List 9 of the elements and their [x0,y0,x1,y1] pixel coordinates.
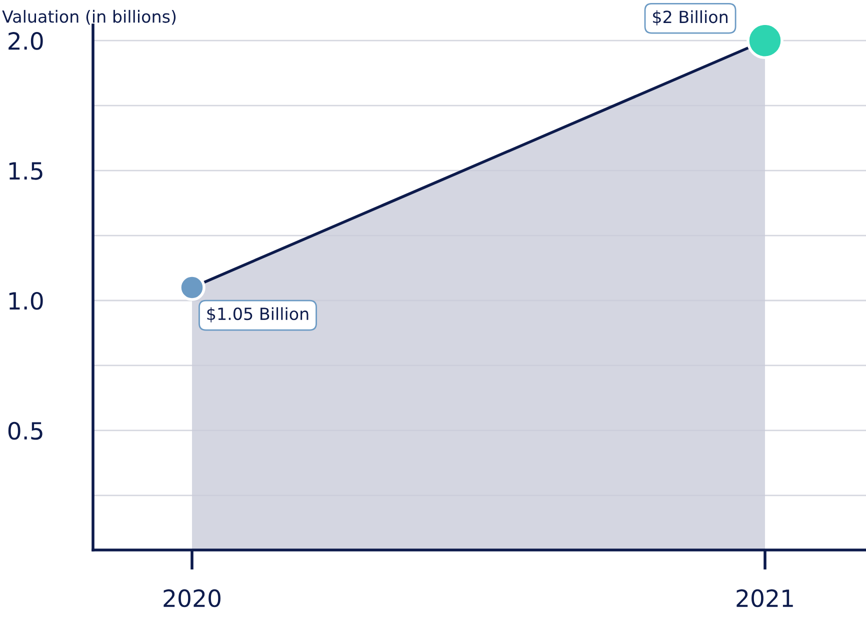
y-tick-label: 1.5 [9,162,42,180]
x-tick-label: 2021 [736,589,793,608]
y-axis-title: Valuation (in billions) [2,10,176,25]
data-label: $1.05 Billion [207,307,308,322]
data-label: $2 Billion [653,10,728,26]
y-tick-label: 2.0 [8,32,43,50]
y-tick-label: 1.0 [9,292,43,310]
x-tick-label: 2020 [164,589,220,608]
y-tick-label: 0.5 [8,422,42,440]
